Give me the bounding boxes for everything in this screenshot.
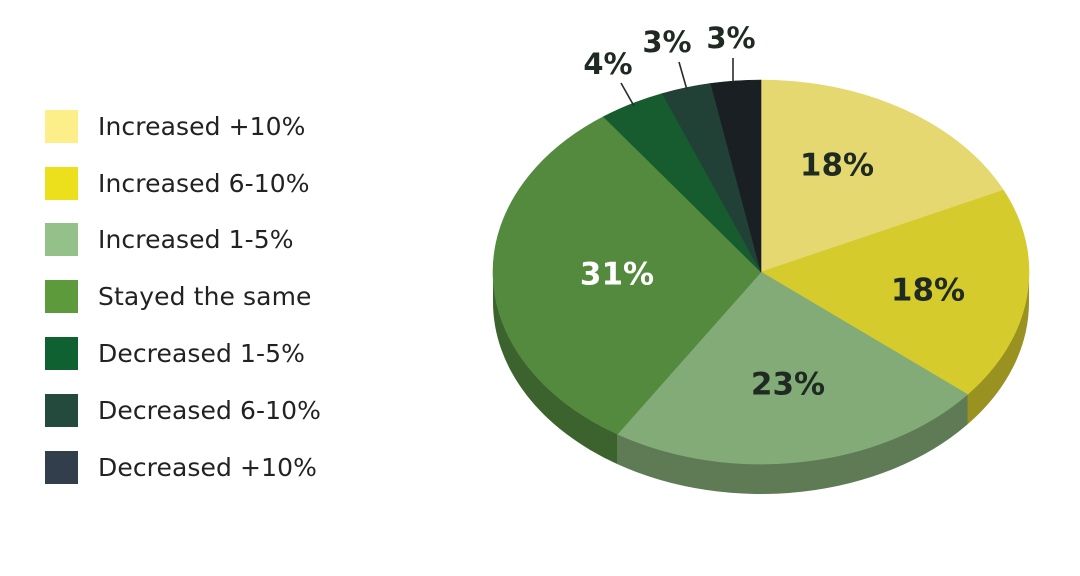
legend-label: Increased 1-5% [98,225,294,255]
legend-label: Decreased 6-10% [98,395,322,425]
legend-label: Stayed the same [98,282,312,312]
legend-item-decreased-6-10: Decreased 6-10% [45,382,375,439]
legend-swatch [45,393,78,427]
pie-slice-2 [760,189,1030,395]
legend-label: Decreased +10% [98,452,317,482]
pie-side-3 [617,394,968,494]
slice-value-label-4: 31% [580,257,654,293]
legend-label: Increased +10% [98,111,306,141]
pie-label-layer: 18% 18% 23% 31% 4% 3% 3% [580,21,965,403]
pie-leader-layer [620,58,734,107]
pie-side-2 [967,272,1029,425]
legend-swatch [45,223,78,257]
legend-item-decreased-10-plus: Decreased +10% [45,439,375,496]
pie-slice-3 [616,271,969,465]
pie-slice-7 [710,79,762,273]
pie-slice-1 [760,79,1004,273]
pie-side-layer [493,272,1029,494]
pie-top-layer [492,79,1030,465]
legend-swatch [45,109,78,143]
legend-swatch [45,337,78,371]
slice-value-label-5: 4% [583,47,632,81]
legend-item-decreased-1-5: Decreased 1-5% [45,325,375,382]
slice-value-label-2: 18% [891,273,965,309]
slice-value-label-3: 23% [751,367,825,403]
legend-swatch [45,166,78,200]
legend-item-stayed-same: Stayed the same [45,268,375,325]
legend-item-increased-10-plus: Increased +10% [45,98,375,155]
legend-label: Increased 6-10% [98,168,310,198]
pie-side-4 [493,272,618,465]
legend-label: Decreased 1-5% [98,339,306,369]
slice-value-label-6: 3% [642,25,691,59]
legend-swatch [45,450,78,484]
leader-line-5 [620,82,635,107]
leader-line-6 [678,61,688,91]
legend-item-increased-1-5: Increased 1-5% [45,212,375,269]
slice-value-label-1: 18% [800,148,874,184]
slice-value-label-7: 3% [706,21,755,55]
legend: Increased +10% Increased 6-10% Increased… [45,98,375,496]
legend-swatch [45,280,78,314]
legend-item-increased-6-10: Increased 6-10% [45,155,375,212]
pie-slice-4 [492,116,762,435]
